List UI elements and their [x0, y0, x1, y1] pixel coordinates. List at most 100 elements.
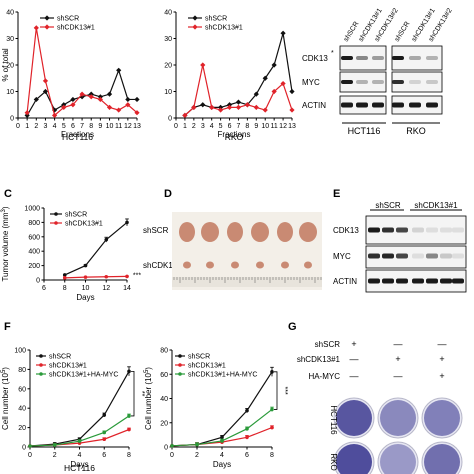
x-axis-label: Days: [76, 293, 94, 302]
data-point: [33, 96, 39, 103]
data-point: [270, 407, 274, 412]
blot-band: [452, 278, 464, 284]
x-tick-label: 6: [42, 285, 46, 292]
x-tick-label: 5: [219, 123, 223, 130]
legend-label: shSCR: [188, 354, 210, 361]
x-tick-label: 8: [89, 123, 93, 130]
x-tick-label: 10: [82, 285, 90, 292]
legend-label: shCDK13#1: [49, 363, 87, 370]
blot-panel-e: shSCR shCDK13#1 CDK13 MYC ACTIN: [333, 201, 467, 293]
tumor-shscr: [251, 222, 269, 242]
blot-band: [368, 227, 380, 233]
x-axis-label: Fractions: [61, 130, 94, 139]
y-tick-label: 100: [14, 348, 26, 355]
blot-ab-lane-label: shSCR: [394, 21, 412, 44]
x-tick-label: 0: [16, 123, 20, 130]
data-point: [28, 444, 32, 448]
chart-caption: HCT116: [62, 132, 93, 142]
colony-sign: +: [395, 354, 400, 364]
blot-band: [341, 80, 353, 84]
data-point: [97, 96, 103, 103]
x-tick-label: 6: [228, 123, 232, 130]
data-point: [88, 94, 94, 100]
y-tick-label: 0: [22, 445, 26, 452]
y-tick-label: 20: [160, 420, 168, 427]
x-tick-label: 6: [102, 452, 106, 459]
data-point: [134, 110, 140, 116]
blot-band: [341, 102, 353, 108]
data-point: [127, 414, 131, 418]
x-tick-label: 9: [254, 123, 258, 130]
data-point: [24, 112, 30, 118]
data-point: [70, 102, 76, 108]
y-tick-label: 80: [18, 367, 26, 374]
significance-bracket: [131, 370, 135, 417]
data-point: [125, 220, 129, 225]
tumor-shscr: [179, 222, 195, 242]
legend-marker: [54, 221, 58, 225]
legend-marker: [192, 15, 198, 21]
blot-ab-row-label: CDK13: [302, 54, 328, 63]
legend-marker: [54, 212, 58, 216]
blot-band: [382, 278, 394, 284]
x-axis-label: Days: [213, 460, 231, 469]
legend-label: shCDK13#1+HA-MYC: [49, 372, 118, 379]
data-point: [218, 104, 224, 110]
x-tick-label: 1: [25, 123, 29, 130]
x-tick-label: 8: [63, 285, 67, 292]
tumor-shcdk13: [206, 261, 214, 269]
tumor-shscr: [201, 222, 219, 242]
data-point: [253, 91, 259, 97]
x-tick-label: 14: [123, 285, 131, 292]
chart-caption: HCT116: [64, 463, 95, 473]
data-point: [125, 102, 131, 108]
y-tick-label: 800: [28, 220, 40, 227]
colony-cellline-rko: RKO: [329, 453, 338, 470]
data-point: [61, 102, 67, 108]
x-tick-label: 7: [80, 123, 84, 130]
panel-letter-g: G: [288, 321, 297, 333]
x-tick-label: 8: [270, 452, 274, 459]
x-tick-label: 9: [98, 123, 102, 130]
tumor-photo-panel: shSCR shCDK13#1: [143, 212, 322, 290]
colony-stain: [336, 444, 372, 474]
data-point: [200, 62, 206, 68]
data-point: [220, 435, 224, 440]
y-tick-label: 400: [28, 249, 40, 256]
blot-band: [440, 278, 452, 284]
data-point: [52, 112, 58, 118]
data-point: [127, 369, 131, 374]
y-tick-label: 20: [6, 63, 14, 70]
legend-label: shSCR: [205, 16, 227, 23]
x-axis-label: Days: [70, 460, 88, 469]
blot-band: [368, 253, 380, 259]
legend-marker: [44, 24, 50, 30]
x-tick-label: 11: [271, 123, 278, 130]
proliferation-chart-rko: 0 20 40 60 80 0 2 4 6 8 Days Cell number (105) shSCR…: [144, 348, 288, 470]
data-point: [226, 102, 233, 108]
data-point: [70, 96, 76, 103]
significance-bracket: [274, 371, 278, 410]
data-point: [62, 276, 67, 280]
tumor-shscr: [227, 222, 243, 242]
blot-band: [426, 253, 438, 259]
data-point: [220, 439, 224, 443]
data-point: [235, 99, 242, 105]
significance-mark: ***: [281, 387, 288, 395]
x-tick-label: 13: [133, 123, 141, 130]
proliferation-chart-hct116: 0 20 40 60 80 100 0 2 4 6 8 Days Cell number (105) HC…: [1, 348, 145, 474]
blot-ab-row-label: ACTIN: [302, 101, 326, 110]
tumor-shcdk13: [231, 261, 239, 269]
y-tick-label: 1000: [24, 206, 40, 213]
panel-letter-e: E: [333, 188, 340, 200]
colony-stain: [424, 400, 460, 436]
blot-band: [409, 56, 421, 60]
significance-mark: ***: [133, 272, 141, 279]
y-tick-label: 40: [18, 406, 26, 413]
panel-letter-d: D: [164, 188, 172, 200]
blot-e-group-shscr: shSCR: [375, 201, 401, 210]
panel-letter-f: F: [4, 321, 11, 333]
